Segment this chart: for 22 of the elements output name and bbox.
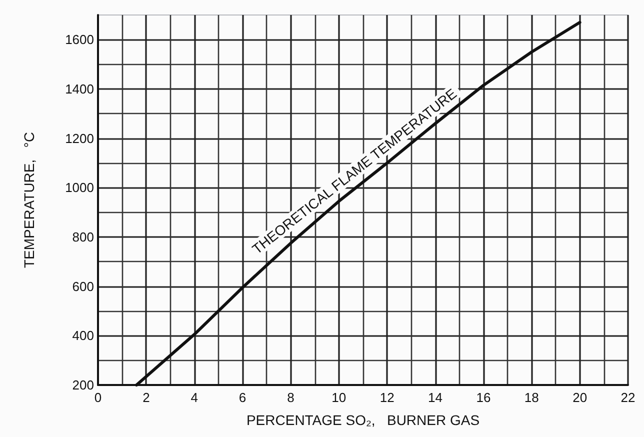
y-tick-label: 400 (72, 328, 94, 344)
y-tick-label: 600 (72, 278, 94, 294)
x-tick-label: 0 (94, 390, 102, 405)
x-tick-label: 4 (190, 390, 198, 405)
x-tick-label: 14 (428, 390, 443, 405)
y-tick-label: 1000 (65, 180, 94, 196)
x-tick-label: 22 (620, 390, 636, 405)
x-tick-label: 10 (332, 390, 346, 405)
x-axis-title: PERCENTAGE SO₂, BURNER GAS (246, 412, 480, 428)
x-tick-label: 20 (572, 390, 588, 405)
y-tick-label: 800 (72, 230, 94, 244)
x-tick-label: 6 (238, 390, 246, 405)
y-tick-label: 1600 (65, 32, 94, 48)
y-tick-label: 1400 (65, 82, 94, 96)
x-tick-label: 12 (380, 390, 394, 405)
x-tick-label: 2 (142, 390, 150, 405)
x-tick-label: 18 (524, 390, 539, 405)
y-tick-label: 200 (72, 378, 94, 392)
x-tick-label: 8 (287, 390, 294, 405)
y-tick-label: 1200 (65, 130, 94, 146)
y-axis-title: TEMPERATURE, °C (21, 132, 37, 268)
x-tick-label: 16 (476, 390, 491, 405)
